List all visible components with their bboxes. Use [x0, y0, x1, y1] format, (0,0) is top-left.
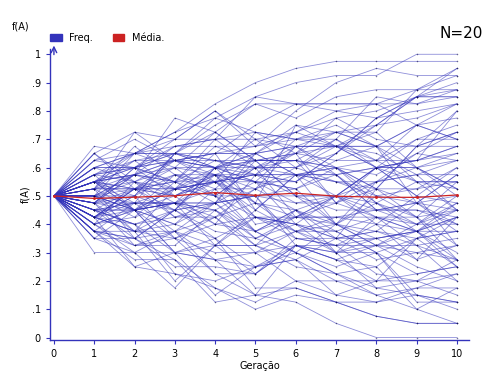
X-axis label: Geração: Geração — [239, 361, 280, 371]
Text: f(A): f(A) — [12, 21, 30, 31]
Y-axis label: f(A): f(A) — [20, 186, 30, 203]
Legend: Freq., Média.: Freq., Média. — [50, 33, 164, 43]
Text: N=20: N=20 — [439, 26, 483, 41]
